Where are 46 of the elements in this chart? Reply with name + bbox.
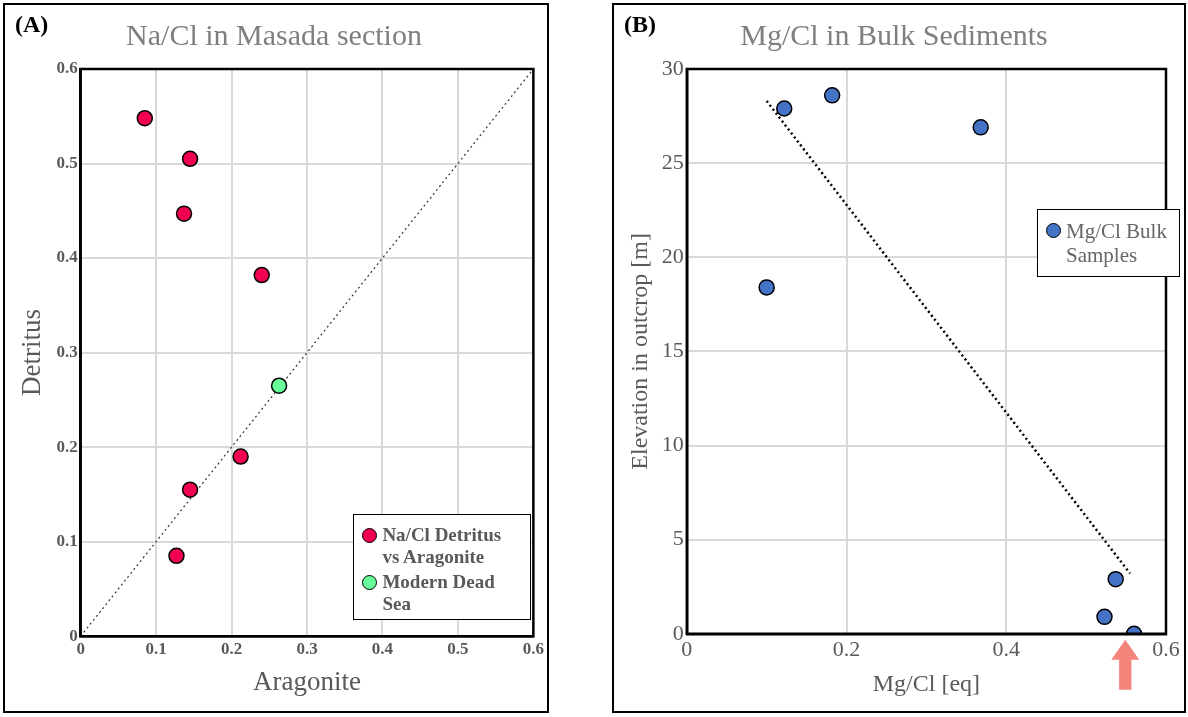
x-axis-title: Mg/Cl [eq] [872, 669, 981, 696]
x-tick-label: 0.5 [447, 638, 469, 658]
y-tick-label: 15 [661, 337, 684, 363]
y-tick-label: 0.3 [56, 341, 78, 361]
point [253, 266, 270, 284]
point [1107, 570, 1124, 588]
text: (A) [15, 11, 49, 38]
chart-title: Na/Cl in Masada section [126, 17, 422, 51]
point [270, 377, 288, 394]
legend-label: Modern Dead Sea [382, 570, 496, 615]
y-tick-label: 0.2 [56, 436, 78, 456]
point [136, 109, 154, 127]
y-tick-label: 0.1 [56, 531, 78, 551]
x-tick-label: 0.2 [220, 638, 243, 658]
y-tick-label: 0.4 [56, 247, 79, 267]
point [181, 481, 199, 498]
y-tick-label: 5 [672, 525, 684, 551]
point [232, 448, 249, 465]
point [175, 205, 193, 222]
y-tick-label: 10 [661, 431, 684, 457]
x-tick-label: 0.6 [1152, 635, 1180, 661]
x-tick-label: 0.4 [992, 635, 1021, 661]
x-tick-label: 0.3 [296, 638, 318, 658]
point [775, 100, 793, 117]
legend-label: Na/Cl Detritus vs Aragonite [382, 524, 503, 568]
x-tick-label: 0.2 [832, 635, 861, 661]
x-tick-label: 0.1 [145, 638, 167, 658]
x-tick-label: 0.4 [371, 638, 394, 658]
point [758, 279, 775, 296]
y-tick-label: 20 [661, 243, 684, 269]
legend-label: Mg/Cl Bulk Samples [1066, 219, 1168, 268]
y-axis-title: Elevation in outcrop [m] [625, 233, 652, 470]
y-axis-title: Detritus [16, 309, 47, 397]
point [181, 150, 199, 168]
point [972, 119, 989, 136]
point [823, 87, 841, 104]
y-tick-label: 30 [661, 54, 684, 80]
y-tick-label: 25 [661, 148, 684, 174]
y-tick-label: 0.6 [56, 58, 78, 78]
chart-title: Mg/Cl in Bulk Sediments [740, 17, 1048, 51]
point [168, 547, 185, 565]
y-tick-label: 0.5 [56, 152, 78, 172]
x-axis-title: Aragonite [253, 665, 361, 696]
point [1096, 608, 1113, 626]
x-tick-label: 0.6 [522, 638, 544, 658]
text: (B) [624, 11, 656, 38]
